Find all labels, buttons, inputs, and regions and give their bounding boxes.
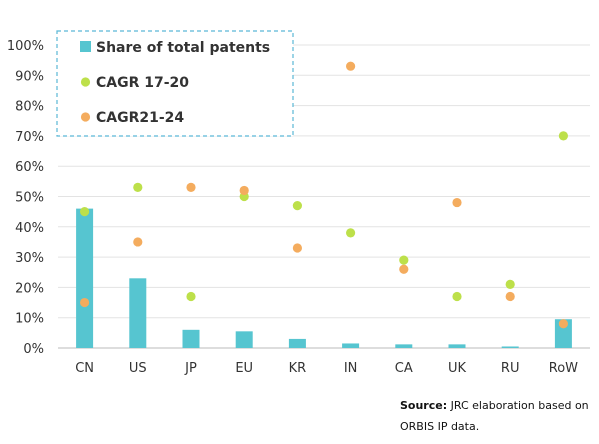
x-tick-label: JP xyxy=(184,361,197,376)
source-label: Source: xyxy=(400,399,447,412)
x-tick-label: US xyxy=(129,361,147,376)
y-tick-label: 90% xyxy=(15,69,44,84)
y-tick-label: 30% xyxy=(15,251,44,266)
legend-label: CAGR21-24 xyxy=(96,110,184,126)
dot-point xyxy=(80,207,89,216)
dot-point xyxy=(240,186,249,195)
dot-point xyxy=(506,280,515,289)
dot-point xyxy=(293,201,302,210)
bar-series xyxy=(76,209,572,348)
x-tick-label: RU xyxy=(501,361,520,376)
dot-point xyxy=(346,62,355,71)
dot-point xyxy=(186,183,195,192)
y-tick-label: 40% xyxy=(15,221,44,236)
x-tick-label: RoW xyxy=(549,361,578,376)
x-tick-label: EU xyxy=(235,361,253,376)
bar xyxy=(236,331,253,348)
dot-point xyxy=(452,292,461,301)
bar xyxy=(502,346,519,348)
dot-point xyxy=(399,256,408,265)
source-note: Source: JRC elaboration based on ORBIS I… xyxy=(400,395,590,437)
legend-label: Share of total patents xyxy=(96,40,270,56)
dot-point xyxy=(80,298,89,307)
dot-point xyxy=(293,243,302,252)
y-tick-label: 20% xyxy=(15,281,44,296)
x-tick-label: CN xyxy=(75,361,94,376)
bar xyxy=(76,209,93,348)
y-tick-label: 60% xyxy=(15,160,44,175)
y-tick-label: 100% xyxy=(7,39,44,54)
y-tick-label: 0% xyxy=(23,342,44,357)
y-tick-label: 50% xyxy=(15,191,44,206)
x-tick-label: CA xyxy=(395,361,413,376)
legend-label: CAGR 17-20 xyxy=(96,75,189,91)
legend-swatch xyxy=(81,77,90,86)
y-tick-label: 10% xyxy=(15,312,44,327)
bar xyxy=(183,330,200,348)
legend-swatch xyxy=(81,112,90,121)
dot-point xyxy=(559,131,568,140)
bar xyxy=(342,343,359,348)
dot-point xyxy=(506,292,515,301)
y-axis-ticks: 0% 10% 20% 30% 40% 50% 60% 70% 80% 90% 100% xyxy=(7,39,44,357)
x-tick-label: IN xyxy=(344,361,358,376)
legend-swatch xyxy=(80,41,91,52)
dot-point xyxy=(559,319,568,328)
y-tick-label: 70% xyxy=(15,130,44,145)
bar xyxy=(289,339,306,348)
x-axis-ticks: CN US JP EU KR IN CA UK RU RoW xyxy=(75,361,578,376)
y-tick-label: 80% xyxy=(15,100,44,115)
dot-point xyxy=(399,265,408,274)
bar xyxy=(395,344,412,348)
dot-point xyxy=(133,183,142,192)
bar xyxy=(129,278,146,348)
legend: Share of total patents CAGR 17-20 CAGR21-2… xyxy=(57,31,293,136)
x-tick-label: UK xyxy=(448,361,467,376)
bar xyxy=(449,344,466,348)
dot-point xyxy=(346,228,355,237)
dot-point xyxy=(452,198,461,207)
x-tick-label: KR xyxy=(289,361,307,376)
dot-point xyxy=(133,237,142,246)
dot-point xyxy=(186,292,195,301)
